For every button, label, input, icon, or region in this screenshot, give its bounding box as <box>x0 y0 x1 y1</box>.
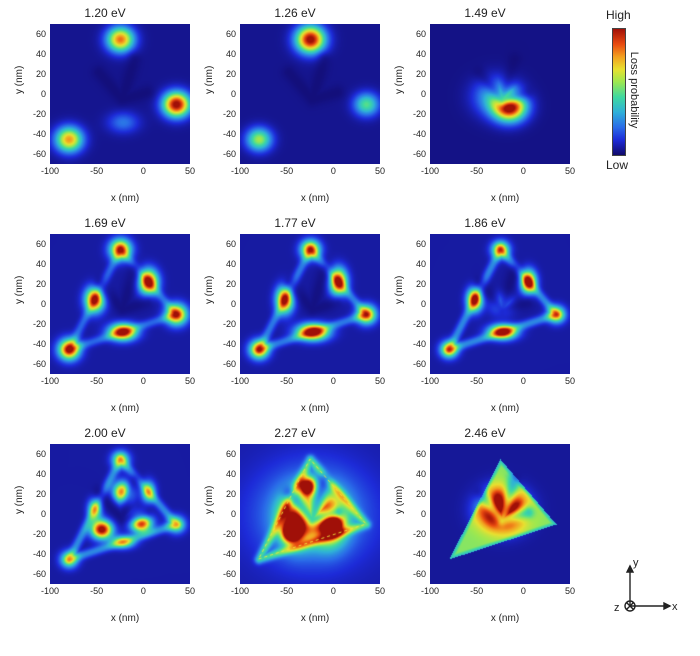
panel-title: 1.77 eV <box>200 216 390 230</box>
heatmap-plot <box>430 444 570 584</box>
heatmap-panel: 2.46 eV y (nm) -60-40-200204060 -100-500… <box>390 426 580 636</box>
x-ticks: -100-50050 <box>430 374 570 388</box>
x-axis-label: x (nm) <box>10 193 200 204</box>
x-axis-label: x (nm) <box>390 613 580 624</box>
y-axis-label: y (nm) <box>394 276 405 304</box>
heatmap-panel: 2.27 eV y (nm) -60-40-200204060 -100-500… <box>200 426 390 636</box>
y-ticks: -60-40-200204060 <box>408 444 428 584</box>
y-ticks: -60-40-200204060 <box>218 444 238 584</box>
y-axis-label: y (nm) <box>204 276 215 304</box>
panel-title: 2.46 eV <box>390 426 580 440</box>
x-axis-label: x (nm) <box>10 613 200 624</box>
heatmap-plot <box>50 234 190 374</box>
y-axis-label: y (nm) <box>14 276 25 304</box>
x-ticks: -100-50050 <box>430 164 570 178</box>
x-axis-label: x (nm) <box>10 403 200 414</box>
y-ticks: -60-40-200204060 <box>408 234 428 374</box>
x-ticks: -100-50050 <box>50 164 190 178</box>
colorbar-axis-label: Loss probability <box>632 26 644 154</box>
heatmap-plot <box>50 444 190 584</box>
panel-title: 1.86 eV <box>390 216 580 230</box>
x-ticks: -100-50050 <box>240 374 380 388</box>
panel-grid: 1.20 eV y (nm) -60-40-200204060 -100-500… <box>10 6 580 636</box>
figure: 1.20 eV y (nm) -60-40-200204060 -100-500… <box>0 0 700 656</box>
y-ticks: -60-40-200204060 <box>28 444 48 584</box>
x-ticks: -100-50050 <box>240 584 380 598</box>
panel-title: 1.26 eV <box>200 6 390 20</box>
heatmap-plot <box>240 24 380 164</box>
colorbar-bar <box>612 28 626 156</box>
y-axis-label: y (nm) <box>394 66 405 94</box>
heatmap-panel: 1.49 eV y (nm) -60-40-200204060 -100-500… <box>390 6 580 216</box>
panel-title: 1.49 eV <box>390 6 580 20</box>
y-ticks: -60-40-200204060 <box>28 234 48 374</box>
y-axis-label: y (nm) <box>204 66 215 94</box>
heatmap-plot <box>430 234 570 374</box>
panel-title: 1.69 eV <box>10 216 200 230</box>
colorbar-low-label: Low <box>606 158 628 172</box>
x-axis-label: x (nm) <box>390 403 580 414</box>
x-axis-label: x (nm) <box>200 193 390 204</box>
x-ticks: -100-50050 <box>50 374 190 388</box>
y-ticks: -60-40-200204060 <box>218 24 238 164</box>
y-ticks: -60-40-200204060 <box>408 24 428 164</box>
y-axis-label: y (nm) <box>204 486 215 514</box>
x-ticks: -100-50050 <box>430 584 570 598</box>
colorbar-high-label: High <box>606 8 631 22</box>
panel-title: 1.20 eV <box>10 6 200 20</box>
heatmap-panel: 1.20 eV y (nm) -60-40-200204060 -100-500… <box>10 6 200 216</box>
heatmap-panel: 1.26 eV y (nm) -60-40-200204060 -100-500… <box>200 6 390 216</box>
colorbar: High Loss probability Low <box>608 10 678 175</box>
x-ticks: -100-50050 <box>240 164 380 178</box>
axis-y-label: y <box>633 557 639 569</box>
x-axis-label: x (nm) <box>200 613 390 624</box>
y-ticks: -60-40-200204060 <box>218 234 238 374</box>
x-axis-label: x (nm) <box>390 193 580 204</box>
panel-title: 2.27 eV <box>200 426 390 440</box>
axis-x-label: x <box>672 601 678 613</box>
panel-title: 2.00 eV <box>10 426 200 440</box>
heatmap-plot <box>50 24 190 164</box>
heatmap-panel: 2.00 eV y (nm) -60-40-200204060 -100-500… <box>10 426 200 636</box>
heatmap-panel: 1.86 eV y (nm) -60-40-200204060 -100-500… <box>390 216 580 426</box>
axis-z-label: z <box>614 602 620 614</box>
heatmap-plot <box>240 444 380 584</box>
heatmap-plot <box>240 234 380 374</box>
y-axis-label: y (nm) <box>394 486 405 514</box>
y-axis-label: y (nm) <box>14 486 25 514</box>
x-ticks: -100-50050 <box>50 584 190 598</box>
heatmap-panel: 1.69 eV y (nm) -60-40-200204060 -100-500… <box>10 216 200 426</box>
heatmap-plot <box>430 24 570 164</box>
heatmap-panel: 1.77 eV y (nm) -60-40-200204060 -100-500… <box>200 216 390 426</box>
coord-axes: x y z <box>612 554 682 624</box>
y-axis-label: y (nm) <box>14 66 25 94</box>
y-ticks: -60-40-200204060 <box>28 24 48 164</box>
x-axis-label: x (nm) <box>200 403 390 414</box>
